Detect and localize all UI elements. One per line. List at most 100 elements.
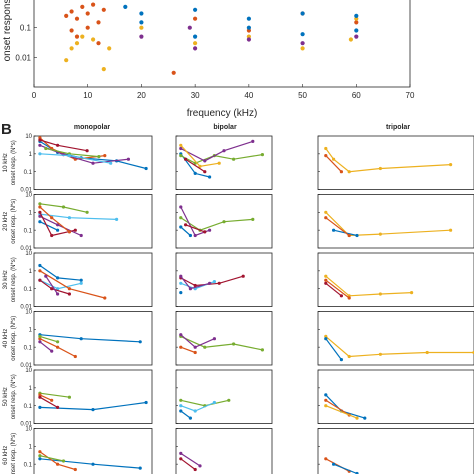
series-line [180,275,210,290]
series-point [251,139,255,143]
scatter-point [80,34,85,39]
series-point [339,358,343,362]
y-tick-label: 0.01 [20,246,32,252]
panel-50khz-bipolar [175,369,273,424]
series-point [179,205,183,209]
series-point [103,154,107,158]
series-point [50,233,54,238]
series-point [38,454,42,458]
series-point [50,349,54,353]
y-tick-label: 0.01 [20,305,32,311]
series-point [38,214,42,218]
series-point [332,157,336,161]
series-point [38,334,42,338]
series-point [339,294,343,298]
scatter-point [139,11,144,16]
top-y-ticks: 0.1 0.01 [15,24,37,62]
series-line [45,275,59,295]
series-point [179,409,183,413]
scatter-point [193,16,198,21]
series-point [56,143,60,147]
series-point [179,451,183,455]
series-point [355,233,359,238]
series-point [324,146,328,151]
panel-frame [33,428,153,474]
series-point [324,216,328,220]
series-point [38,405,42,409]
top-y-axis-label: onset respons [2,0,13,61]
series-point [138,340,142,344]
series-point [61,205,66,209]
series-point [217,161,221,165]
series-point [91,161,95,165]
panel-frame [175,311,273,366]
series-line [325,338,342,360]
panel-frame [317,135,474,190]
panel-50khz-monopolar: 10 1 0.1 0.01 [20,368,153,428]
panel-40khz-monopolar: 10 1 0.1 0.01 [20,310,153,369]
series-point [193,409,197,413]
series-point [193,345,197,349]
scatter-point [246,16,251,21]
panel-10khz-tripolar [317,135,474,190]
x-tick-label: 10 [83,91,92,100]
series-point [67,287,71,291]
row-label: 50 kHz [2,387,9,406]
series-point [179,404,183,408]
scatter-point [139,20,144,25]
series-point [38,278,42,282]
scatter-point [85,11,90,16]
y-tick-label: 10 [25,134,32,140]
scatter-point [91,37,96,42]
scatter-point [101,7,106,12]
scatter-point [123,4,128,9]
panel-40khz-tripolar [317,311,474,366]
series-point [449,163,453,167]
scatter-point [64,13,69,18]
panel-60khz-bipolar [175,428,273,474]
panel-30khz-monopolar: 10 1 0.1 0.01 [20,251,153,311]
x-tick-label: 40 [244,91,253,100]
series-point [56,462,60,466]
series-line [325,282,342,297]
series-point [56,276,60,280]
scatter-point [80,4,85,9]
scatter-point [193,46,198,51]
series-point [179,225,183,229]
series-point [449,228,453,232]
scatter-point [69,46,74,51]
y-tick-label: 0.01 [20,422,32,428]
series-point [378,232,382,236]
series-point [332,462,336,466]
series-point [188,233,192,238]
series-point [67,216,71,220]
series-line [325,217,350,236]
series-point [203,345,207,349]
panel-20khz-monopolar: 10 1 0.1 0.01 [20,193,153,252]
row-label: 10 kHz [2,153,9,172]
panel-frame [317,311,474,366]
series-point [79,278,83,282]
series-point [38,220,42,224]
scatter-point [74,34,80,39]
series-line [39,265,82,281]
series-point [73,467,77,472]
series-line [180,334,215,348]
series-point [179,333,183,337]
scatter-point [187,25,192,30]
series-point [217,281,221,285]
series-point [347,294,351,298]
scatter-point [69,28,74,33]
series-point [184,157,188,161]
scatter-point [171,70,176,75]
top-scatter-points [64,2,359,75]
scatter-point [139,25,144,30]
series-line [180,458,196,470]
series-point [232,342,236,346]
top-x-axis-label: frequency (kHz) [187,108,258,119]
scatter-point [69,9,74,14]
row-label: 30 kHz [2,270,9,289]
column-title-bipolar: bipolar [213,124,237,131]
panel-frame [33,369,153,424]
